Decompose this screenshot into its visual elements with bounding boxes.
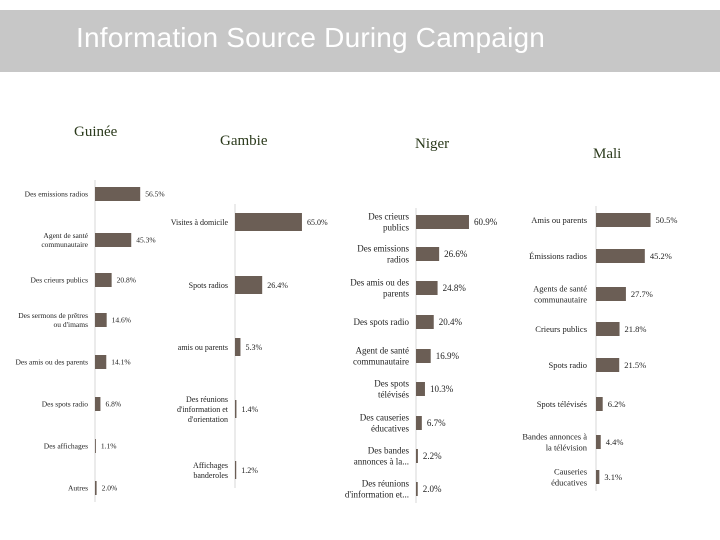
niger-category-label: Des bandes annonces à la... [354, 446, 410, 467]
mali-category-label: Agents de santé communautaire [533, 283, 587, 304]
niger-value-label: 10.3% [430, 384, 454, 394]
guinee-category-label: Des sermons de prêtres ou d'imams [18, 311, 88, 329]
niger-value-label: 26.6% [444, 249, 468, 259]
gambie-category-label: Des réunions d'information et d'orientatio… [177, 395, 229, 424]
mali-value-label: 6.2% [608, 399, 626, 409]
mali-category-label: Causeries éducatives [551, 466, 587, 487]
gambie-bar [235, 461, 237, 479]
gambie-category-label: Affichages banderoles [193, 461, 228, 480]
niger-value-label: 24.8% [443, 283, 467, 293]
niger-value-label: 60.9% [474, 217, 498, 227]
guinee-value-label: 6.8% [105, 400, 121, 409]
guinee-bar [95, 355, 107, 369]
mali-value-label: 21.8% [625, 324, 647, 334]
mali-category-label: Crieurs publics [535, 324, 587, 334]
mali-value-label: 4.4% [606, 437, 624, 447]
guinee-bar [95, 273, 112, 287]
niger-category-label: Des amis ou des parents [350, 278, 409, 299]
guinee-category-label: Des spots radio [42, 400, 88, 409]
gambie-value-label: 65.0% [307, 218, 328, 227]
guinee-bar [95, 187, 141, 201]
gambie-category-label: Spots radios [189, 281, 228, 290]
niger-chart-title: Niger [415, 136, 450, 152]
gambie-bar [235, 213, 302, 231]
niger-category-label: Des crieurs publics [368, 212, 409, 233]
guinee-value-label: 14.1% [111, 358, 130, 367]
mali-category-label: Bandes annonces à la télévision [522, 431, 587, 452]
niger-value-label: 20.4% [439, 317, 463, 327]
niger-bar [416, 482, 418, 496]
mali-value-label: 50.5% [656, 215, 678, 225]
niger-bar [416, 315, 434, 329]
gambie-bar [235, 338, 241, 356]
guinee-value-label: 1.1% [101, 442, 117, 451]
gambie-value-label: 1.4% [241, 405, 258, 414]
mali-category-label: Spots télévisés [537, 399, 587, 409]
mali-bar [596, 435, 601, 449]
page-title: Information Source During Campaign [76, 22, 546, 53]
niger-value-label: 16.9% [436, 351, 460, 361]
niger-category-label: Des emissions radios [357, 244, 409, 265]
niger-bar [416, 247, 440, 261]
mali-bar [596, 358, 620, 372]
gambie-chart-title: Gambie [220, 133, 268, 149]
niger-category-label: Des spots radio [354, 317, 410, 327]
guinee-bar [95, 397, 101, 411]
niger-value-label: 6.7% [427, 418, 446, 428]
niger-category-label: Des spots télévisés [374, 379, 409, 400]
guinee-chart-title: Guinée [74, 124, 118, 140]
mali-chart-title: Mali [593, 146, 622, 162]
niger-bar [416, 215, 469, 229]
niger-category-label: Des réunions d'information et... [345, 479, 410, 500]
niger-bar [416, 416, 422, 430]
guinee-category-label: Des affichages [44, 442, 88, 451]
niger-value-label: 2.2% [423, 451, 442, 461]
gambie-bar [235, 400, 237, 418]
guinee-category-label: Autres [68, 484, 88, 493]
mali-bar [596, 322, 620, 336]
mali-value-label: 27.7% [631, 289, 653, 299]
title-bar [0, 10, 720, 72]
mali-bar [596, 470, 600, 484]
mali-category-label: Amis ou parents [531, 215, 587, 225]
guinee-value-label: 20.8% [117, 276, 136, 285]
mali-value-label: 3.1% [604, 472, 622, 482]
guinee-category-label: Des crieurs publics [31, 276, 89, 285]
mali-bar [596, 397, 603, 411]
niger-bar [416, 281, 438, 295]
gambie-category-label: Visites à domicile [171, 218, 229, 227]
guinee-value-label: 14.6% [112, 316, 131, 325]
gambie-value-label: 26.4% [267, 281, 288, 290]
guinee-category-label: Des emissions radios [25, 190, 88, 199]
mali-bar [596, 287, 626, 301]
mali-bar [596, 213, 651, 227]
gambie-category-label: amis ou parents [178, 343, 228, 352]
niger-category-label: Des causeries éducatives [360, 413, 410, 434]
guinee-bar [95, 313, 107, 327]
niger-category-label: Agent de santé communautaire [353, 346, 409, 367]
niger-bar [416, 349, 431, 363]
guinee-bar [95, 233, 132, 247]
guinee-category-label: Des amis ou des parents [16, 358, 89, 367]
guinee-value-label: 56.5% [145, 190, 164, 199]
gambie-value-label: 5.3% [245, 343, 262, 352]
niger-bar [416, 382, 425, 396]
guinee-bar [95, 439, 96, 453]
guinee-value-label: 45.3% [136, 236, 155, 245]
mali-category-label: Émissions radios [529, 251, 587, 261]
mali-bar [596, 249, 645, 263]
guinee-bar [95, 481, 97, 495]
mali-category-label: Spots radio [549, 360, 588, 370]
guinee-value-label: 2.0% [102, 484, 118, 493]
mali-value-label: 21.5% [624, 360, 646, 370]
guinee-category-label: Agent de santé communautaire [41, 231, 88, 249]
gambie-bar [235, 276, 263, 294]
niger-value-label: 2.0% [423, 484, 442, 494]
mali-value-label: 45.2% [650, 251, 672, 261]
gambie-value-label: 1.2% [241, 466, 258, 475]
niger-bar [416, 449, 418, 463]
